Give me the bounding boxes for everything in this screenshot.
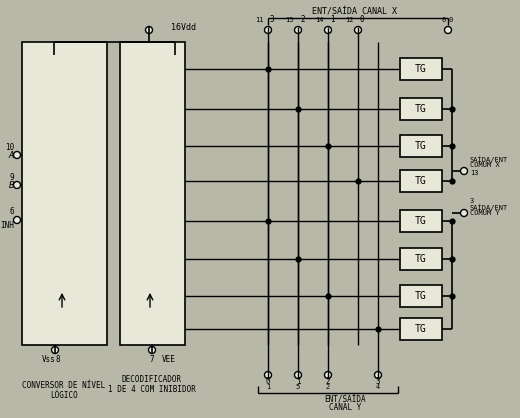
Text: 10: 10 bbox=[5, 143, 14, 151]
Text: INH: INH bbox=[0, 222, 14, 230]
Text: TG: TG bbox=[415, 104, 427, 114]
Text: 5: 5 bbox=[296, 384, 300, 390]
Text: 15: 15 bbox=[285, 17, 294, 23]
Text: TG: TG bbox=[415, 291, 427, 301]
Bar bbox=[400, 135, 442, 157]
Circle shape bbox=[14, 217, 20, 224]
Circle shape bbox=[374, 372, 382, 379]
Circle shape bbox=[265, 26, 271, 33]
Circle shape bbox=[14, 181, 20, 189]
Text: 1 DE 4 COM INIBIDOR: 1 DE 4 COM INIBIDOR bbox=[108, 385, 196, 395]
Text: SAÍDA/ENT: SAÍDA/ENT bbox=[470, 203, 508, 211]
Circle shape bbox=[461, 168, 467, 174]
Text: 1: 1 bbox=[266, 384, 270, 390]
Text: 2: 2 bbox=[300, 15, 305, 25]
Text: 12: 12 bbox=[345, 17, 354, 23]
Text: COMUM Y: COMUM Y bbox=[470, 210, 500, 216]
Text: 7: 7 bbox=[150, 355, 154, 364]
Text: TG: TG bbox=[415, 176, 427, 186]
Circle shape bbox=[146, 26, 152, 33]
Text: 2: 2 bbox=[326, 377, 330, 385]
Text: ENT/SAÍDA: ENT/SAÍDA bbox=[324, 395, 366, 405]
Text: 16Vdd: 16Vdd bbox=[171, 23, 196, 33]
Text: COMUM X: COMUM X bbox=[470, 162, 500, 168]
Text: 6: 6 bbox=[9, 207, 14, 217]
Text: SAÍDA/ENT: SAÍDA/ENT bbox=[470, 155, 508, 163]
Bar bbox=[400, 98, 442, 120]
Text: 8: 8 bbox=[55, 355, 60, 364]
Circle shape bbox=[294, 26, 302, 33]
Text: 11: 11 bbox=[255, 17, 264, 23]
Text: ENT/SAÍDA CANAL X: ENT/SAÍDA CANAL X bbox=[313, 8, 397, 16]
Bar bbox=[400, 318, 442, 340]
Text: TG: TG bbox=[415, 216, 427, 226]
Text: 1: 1 bbox=[330, 15, 335, 25]
Bar bbox=[22, 42, 107, 345]
Circle shape bbox=[149, 347, 155, 354]
Text: TG: TG bbox=[415, 254, 427, 264]
Circle shape bbox=[461, 209, 467, 217]
Circle shape bbox=[324, 372, 332, 379]
Text: 4: 4 bbox=[376, 384, 380, 390]
Text: CONVERSOR DE NÍVEL: CONVERSOR DE NÍVEL bbox=[22, 380, 106, 390]
Text: VEE: VEE bbox=[162, 355, 176, 364]
Text: 3: 3 bbox=[470, 198, 474, 204]
Text: 2: 2 bbox=[326, 384, 330, 390]
Bar bbox=[400, 170, 442, 192]
Text: 9: 9 bbox=[9, 173, 14, 181]
Text: Vss: Vss bbox=[42, 355, 56, 364]
Text: TG: TG bbox=[415, 141, 427, 151]
Text: 3: 3 bbox=[270, 15, 275, 25]
Circle shape bbox=[355, 26, 361, 33]
Bar bbox=[400, 58, 442, 80]
Text: 0: 0 bbox=[449, 17, 453, 23]
Circle shape bbox=[14, 151, 20, 158]
Text: 0: 0 bbox=[442, 17, 446, 23]
Text: CANAL Y: CANAL Y bbox=[329, 403, 361, 413]
Text: TG: TG bbox=[415, 64, 427, 74]
Text: 0: 0 bbox=[360, 15, 365, 25]
Text: B: B bbox=[9, 181, 14, 189]
Circle shape bbox=[265, 372, 271, 379]
Text: TG: TG bbox=[415, 324, 427, 334]
Bar bbox=[400, 210, 442, 232]
Text: 0: 0 bbox=[266, 377, 270, 385]
Text: 13: 13 bbox=[470, 170, 478, 176]
Text: 14: 14 bbox=[316, 17, 324, 23]
Bar bbox=[400, 248, 442, 270]
Bar bbox=[400, 285, 442, 307]
Text: 3: 3 bbox=[375, 377, 380, 385]
Circle shape bbox=[51, 347, 58, 354]
Text: LÓGICO: LÓGICO bbox=[50, 390, 78, 400]
Text: DECODIFICADOR: DECODIFICADOR bbox=[122, 375, 182, 385]
Text: 1: 1 bbox=[296, 377, 301, 385]
Bar bbox=[120, 42, 185, 345]
Circle shape bbox=[324, 26, 332, 33]
Circle shape bbox=[294, 372, 302, 379]
Text: A: A bbox=[9, 150, 14, 160]
Circle shape bbox=[445, 26, 451, 33]
